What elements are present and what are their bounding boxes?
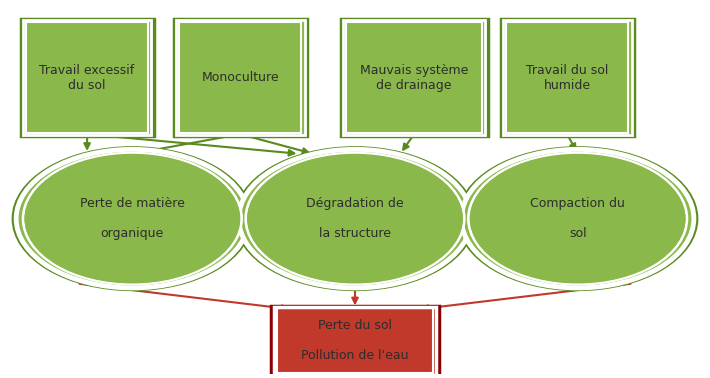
- Text: Perte de matière

organique: Perte de matière organique: [80, 197, 185, 240]
- Ellipse shape: [247, 154, 463, 284]
- Text: Travail excessif
du sol: Travail excessif du sol: [40, 64, 135, 92]
- Text: Perte du sol

Pollution de l'eau: Perte du sol Pollution de l'eau: [301, 319, 409, 363]
- Text: Monoculture: Monoculture: [202, 71, 279, 84]
- Ellipse shape: [239, 149, 471, 288]
- Ellipse shape: [469, 153, 687, 284]
- FancyBboxPatch shape: [341, 19, 488, 136]
- Ellipse shape: [13, 148, 251, 290]
- Ellipse shape: [236, 148, 474, 290]
- Ellipse shape: [16, 149, 248, 288]
- Ellipse shape: [462, 149, 694, 288]
- FancyBboxPatch shape: [174, 19, 307, 136]
- Text: Compaction du

sol: Compaction du sol: [530, 197, 625, 240]
- Ellipse shape: [25, 154, 240, 284]
- Ellipse shape: [459, 148, 697, 290]
- Ellipse shape: [23, 153, 241, 284]
- Text: Dégradation de

la structure: Dégradation de la structure: [306, 197, 404, 240]
- Ellipse shape: [246, 153, 464, 284]
- Ellipse shape: [470, 154, 685, 284]
- FancyBboxPatch shape: [271, 305, 439, 376]
- FancyBboxPatch shape: [501, 19, 633, 136]
- Text: Travail du sol
humide: Travail du sol humide: [526, 64, 608, 92]
- Text: Mauvais système
de drainage: Mauvais système de drainage: [360, 64, 469, 92]
- FancyBboxPatch shape: [21, 19, 153, 136]
